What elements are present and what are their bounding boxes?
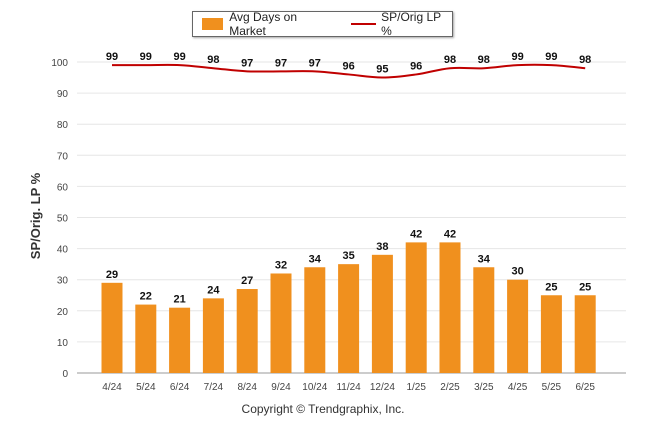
bar[interactable] bbox=[439, 242, 461, 373]
bar-data-label: 42 bbox=[410, 228, 422, 240]
bar[interactable] bbox=[540, 295, 562, 373]
bar[interactable] bbox=[169, 307, 191, 373]
y-tick-label: 50 bbox=[57, 214, 69, 225]
y-tick-label: 10 bbox=[57, 338, 69, 349]
y-tick-label: 30 bbox=[57, 276, 69, 287]
bar-data-label: 29 bbox=[106, 269, 118, 281]
x-axis-ticks: 4/24 5/24 6/24 7/24 8/24 9/24 10/24 11/24 12/24 1… bbox=[102, 382, 595, 393]
x-tick-label: 4/24 bbox=[102, 382, 122, 393]
x-tick-label: 8/24 bbox=[237, 382, 257, 393]
bar[interactable] bbox=[371, 254, 393, 373]
bar-data-label: 38 bbox=[376, 241, 388, 253]
bar-data-label: 30 bbox=[511, 266, 523, 278]
line-data-label: 98 bbox=[579, 54, 591, 66]
x-tick-label: 4/25 bbox=[508, 382, 528, 393]
bar[interactable] bbox=[405, 242, 427, 373]
x-tick-label: 6/24 bbox=[170, 382, 190, 393]
line-data-label: 95 bbox=[376, 64, 388, 76]
line-data-label: 98 bbox=[207, 54, 219, 66]
bar[interactable] bbox=[101, 282, 123, 373]
x-tick-label: 11/24 bbox=[336, 382, 361, 393]
grid bbox=[77, 61, 626, 374]
line-data-label: 96 bbox=[410, 60, 422, 72]
bar-data-label: 42 bbox=[444, 228, 456, 240]
y-tick-label: 90 bbox=[57, 89, 69, 100]
bar-data-label: 24 bbox=[207, 284, 220, 296]
legend-swatch-bar bbox=[202, 18, 224, 30]
x-tick-label: 5/25 bbox=[542, 382, 562, 393]
x-tick-label: 6/25 bbox=[575, 382, 595, 393]
line-data-label: 98 bbox=[444, 54, 456, 66]
legend-label-line: SP/Orig LP % bbox=[381, 10, 441, 38]
bar-data-label: 34 bbox=[478, 253, 491, 265]
bar[interactable] bbox=[202, 298, 224, 373]
bar-data-label: 27 bbox=[241, 275, 253, 287]
y-tick-label: 0 bbox=[62, 369, 68, 380]
bar-data-label: 21 bbox=[173, 294, 185, 306]
line-data-label: 99 bbox=[545, 51, 557, 63]
y-tick-label: 80 bbox=[57, 120, 69, 131]
line-data-label: 99 bbox=[173, 51, 185, 63]
x-tick-label: 10/24 bbox=[302, 382, 327, 393]
line-data-labels: 99 99 99 98 97 97 97 96 95 96 98 98 99 99 98 bbox=[106, 51, 591, 75]
x-tick-label: 2/25 bbox=[440, 382, 460, 393]
bar[interactable] bbox=[304, 267, 326, 373]
legend-item-line[interactable]: SP/Orig LP % bbox=[333, 10, 452, 38]
legend: Avg Days on Market SP/Orig LP % bbox=[192, 10, 453, 38]
line-data-label: 99 bbox=[511, 51, 523, 63]
line-series bbox=[111, 63, 586, 79]
line-data-label: 97 bbox=[241, 57, 253, 69]
line-data-label: 98 bbox=[478, 54, 490, 66]
line-data-label: 96 bbox=[342, 60, 354, 72]
bar-data-label: 25 bbox=[579, 281, 591, 293]
copyright-footer: Copyright © Trendgraphix, Inc. bbox=[241, 402, 405, 416]
legend-item-bar[interactable]: Avg Days on Market bbox=[193, 10, 333, 38]
legend-label-bar: Avg Days on Market bbox=[229, 10, 298, 38]
bar[interactable] bbox=[473, 267, 495, 373]
bar-series bbox=[101, 242, 596, 373]
x-tick-label: 1/25 bbox=[406, 382, 426, 393]
y-tick-label: 40 bbox=[57, 245, 69, 256]
bar[interactable] bbox=[135, 304, 157, 373]
line-data-label: 99 bbox=[106, 51, 118, 63]
bar[interactable] bbox=[574, 295, 596, 373]
line-data-label: 97 bbox=[275, 57, 287, 69]
bar-data-labels: 29 22 21 24 27 32 34 35 38 42 42 34 30 25 25 bbox=[106, 228, 591, 305]
y-tick-label: 100 bbox=[51, 58, 68, 69]
bar-data-label: 22 bbox=[140, 291, 152, 303]
line-data-label: 97 bbox=[309, 57, 321, 69]
line-data-label: 99 bbox=[140, 51, 152, 63]
y-tick-label: 20 bbox=[57, 307, 69, 318]
x-tick-label: 7/24 bbox=[204, 382, 224, 393]
line-path[interactable] bbox=[111, 63, 586, 79]
bar[interactable] bbox=[507, 279, 529, 373]
x-tick-label: 3/25 bbox=[474, 382, 494, 393]
x-tick-label: 9/24 bbox=[271, 382, 291, 393]
x-tick-label: 12/24 bbox=[370, 382, 395, 393]
y-tick-label: 70 bbox=[57, 151, 69, 162]
y-tick-label: 60 bbox=[57, 182, 69, 193]
bar-data-label: 34 bbox=[309, 253, 322, 265]
bar-data-label: 32 bbox=[275, 259, 287, 271]
y-axis-ticks: 0 10 20 30 40 50 60 70 80 90 100 bbox=[51, 58, 68, 380]
bar-data-label: 25 bbox=[545, 281, 557, 293]
bar[interactable] bbox=[236, 289, 258, 373]
legend-swatch-line bbox=[351, 23, 377, 25]
x-tick-label: 5/24 bbox=[136, 382, 156, 393]
y-axis-title: SP/Orig. LP % bbox=[28, 172, 43, 259]
bar[interactable] bbox=[270, 273, 292, 373]
bar-data-label: 35 bbox=[342, 250, 354, 262]
bar[interactable] bbox=[338, 264, 360, 373]
